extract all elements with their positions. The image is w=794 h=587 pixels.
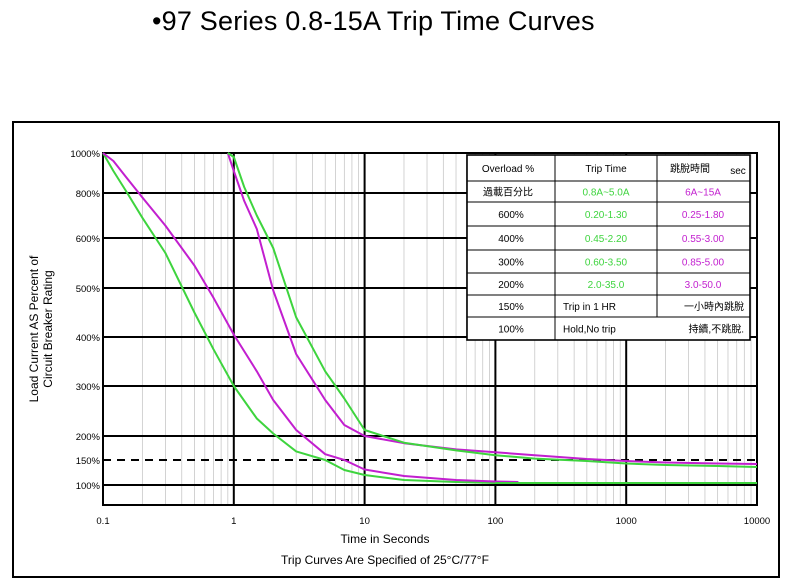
slide-title: •97 Series 0.8-15A Trip Time Curves — [152, 6, 595, 36]
table-row-high-range: 0.55-3.00 — [682, 234, 725, 245]
table-subheader-low-range: 0.8A~5.0A — [583, 188, 630, 199]
y-axis-title-line2: Circuit Breaker Rating — [41, 270, 55, 387]
table-note-text: Trip in 1 HR — [563, 302, 616, 313]
curve-layer — [102, 152, 758, 484]
table-subheader-high-range: 6A~15A — [685, 188, 721, 199]
temperature-note: Trip Curves Are Specified of 25°C/77°F — [281, 553, 489, 567]
x-axis-title: Time in Seconds — [341, 532, 430, 546]
x-tick-label: 100 — [487, 516, 503, 527]
table-row-low-range: 0.45-2.20 — [585, 234, 628, 245]
table-row-low-range: 0.20-1.30 — [585, 210, 628, 221]
y-tick-label: 100% — [76, 481, 101, 492]
table-note-overload: 100% — [498, 325, 524, 336]
x-tick-label: 10000 — [744, 516, 770, 527]
y-tick-label: 1000% — [70, 149, 100, 160]
table-row-low-range: 2.0-35.0 — [588, 280, 625, 291]
y-axis-title-line1: Load Current AS Percent of — [27, 255, 41, 402]
table-row-high-range: 3.0-50.0 — [685, 280, 722, 291]
table-header-chinese-time: 跳脫時間 — [670, 162, 710, 175]
label-layer: 0.1 1 10 100 1000 10000 100% 150% 200% 300% 400% 50… — [27, 149, 770, 567]
x-tick-label: 0.1 — [96, 516, 109, 527]
plot-border — [102, 152, 758, 506]
y-tick-label: 400% — [76, 333, 101, 344]
chart-frame — [12, 121, 780, 578]
table-background — [466, 154, 751, 341]
x-tick-label: 10 — [359, 516, 370, 527]
table-header-trip-time: Trip Time — [585, 164, 627, 175]
y-tick-label: 150% — [76, 456, 101, 467]
table-header-overload: Overload % — [482, 164, 534, 175]
table-note-overload: 150% — [498, 302, 524, 313]
y-tick-label: 500% — [76, 284, 101, 295]
table-row-high-range: 0.85-5.00 — [682, 258, 725, 269]
trip-curve-magenta-2 — [102, 152, 519, 483]
table-note-chinese: 持續,不跳脫. — [688, 323, 744, 336]
trip-curve-green-1 — [102, 152, 519, 484]
table-row-overload: 400% — [498, 234, 524, 245]
table-row-overload: 600% — [498, 210, 524, 221]
table-row-overload: 200% — [498, 280, 524, 291]
table-row-overload: 300% — [498, 258, 524, 269]
y-tick-label: 200% — [76, 432, 101, 443]
table-row-high-range: 0.25-1.80 — [682, 210, 725, 221]
spec-table: Overload % Trip Time 跳脫時間 sec 過載百分比 0.8A~5.0A… — [466, 154, 751, 341]
table-note-text: Hold,No trip — [563, 325, 616, 336]
y-tick-label: 300% — [76, 382, 101, 393]
y-tick-label: 800% — [76, 189, 101, 200]
table-subheader-overload: 過載百分比 — [483, 187, 533, 199]
y-tick-label: 600% — [76, 234, 101, 245]
trip-curve-green-4 — [227, 152, 758, 468]
table-header-unit: sec — [730, 166, 746, 177]
x-tick-label: 1 — [231, 516, 236, 527]
table-note-chinese: 一小時內跳脫 — [684, 300, 744, 313]
x-tick-label: 1000 — [616, 516, 637, 527]
trip-curve-magenta-3 — [226, 152, 758, 465]
table-row-low-range: 0.60-3.50 — [585, 258, 628, 269]
